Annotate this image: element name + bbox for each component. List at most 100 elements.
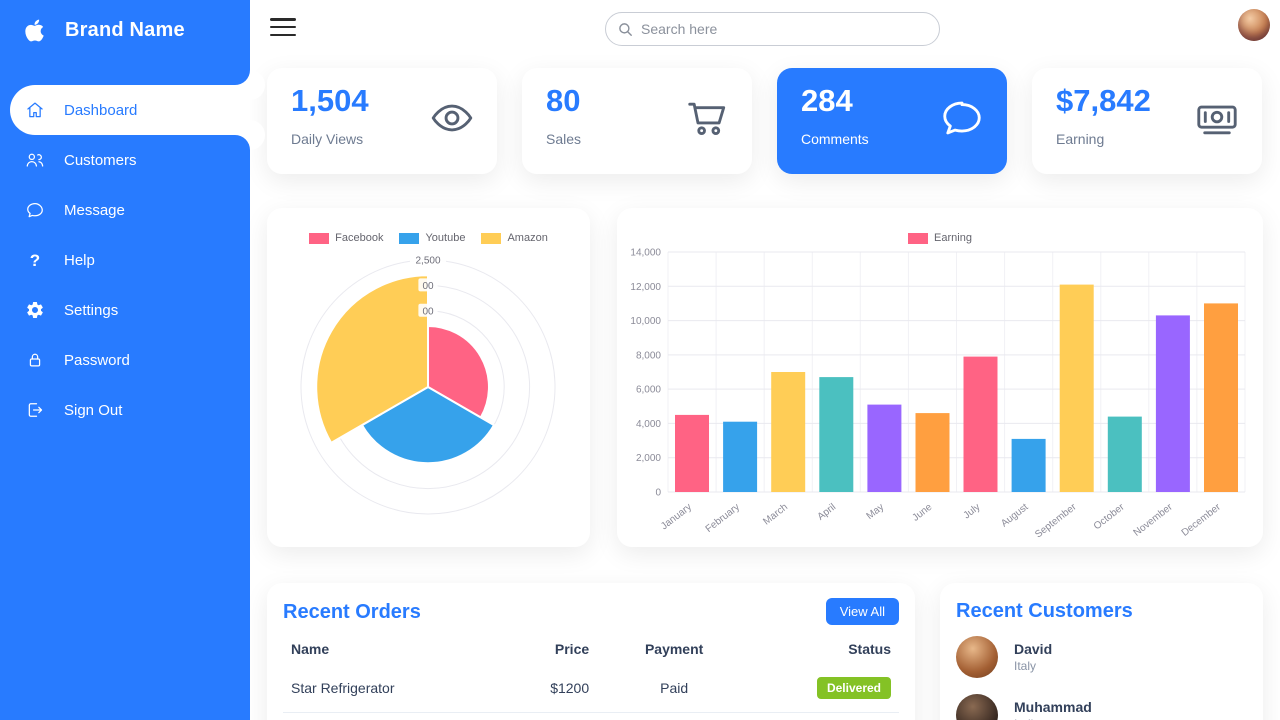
legend-swatch — [908, 232, 929, 244]
comments-icon — [939, 95, 985, 141]
daily-views-label: Daily Views — [291, 131, 364, 147]
svg-text:2,500: 2,500 — [415, 256, 440, 267]
earning-bar-chart-card: Earning 0 2,000 4,000 6,000 8,000 10,000 12,00… — [617, 208, 1263, 547]
legend-label: Amazon — [507, 232, 548, 244]
recent-orders-card: Recent Orders View All Name Price Paymen… — [267, 583, 915, 720]
sidebar-item-label: Password — [64, 351, 130, 369]
legend-item-amazon[interactable]: Amazon — [481, 232, 548, 244]
sidebar-item-label: Message — [64, 201, 125, 219]
legend-item-earning[interactable]: Earning — [908, 232, 972, 244]
brand[interactable]: Brand Name — [0, 0, 250, 60]
customer-row[interactable]: David Italy — [940, 628, 1263, 686]
help-icon: ? — [29, 250, 41, 270]
legend-swatch — [481, 232, 502, 244]
sidebar-item-password[interactable]: Password — [0, 335, 250, 385]
users-icon — [24, 150, 46, 170]
stat-card-earning[interactable]: $7,842 Earning — [1032, 68, 1262, 174]
sidebar-item-settings[interactable]: Settings — [0, 285, 250, 335]
apple-logo-icon — [24, 18, 45, 43]
recent-customers-title: Recent Customers — [956, 600, 1133, 622]
menu-toggle-icon[interactable] — [270, 18, 296, 37]
sidebar-item-label: Sign Out — [64, 401, 123, 419]
sidebar-item-message[interactable]: Message — [0, 185, 250, 235]
svg-text:2,000: 2,000 — [636, 453, 661, 464]
svg-text:June: June — [910, 501, 934, 523]
legend-item-facebook[interactable]: Facebook — [309, 232, 383, 244]
sidebar-item-label: Dashboard — [64, 101, 138, 119]
sidebar-item-label: Settings — [64, 301, 119, 319]
legend-label: Facebook — [335, 232, 384, 244]
recent-customers-header: Recent Customers — [940, 583, 1263, 624]
stat-card-sales[interactable]: 80 Sales — [522, 68, 752, 174]
polar-area-chart: 2,500 00 00 — [300, 253, 556, 515]
customer-name: Muhammad — [1014, 699, 1092, 715]
column-header-status: Status — [848, 641, 891, 657]
comments-label: Comments — [801, 131, 869, 147]
gear-icon — [24, 300, 46, 320]
svg-text:May: May — [865, 502, 887, 522]
sidebar-item-customers[interactable]: Customers — [0, 135, 250, 185]
sidebar-item-sign-out[interactable]: Sign Out — [0, 385, 250, 435]
search-input[interactable] — [641, 21, 927, 37]
eye-icon — [429, 95, 475, 141]
svg-text:00: 00 — [422, 306, 434, 317]
sidebar-item-help[interactable]: ? Help — [0, 235, 250, 285]
view-all-button[interactable]: View All — [825, 598, 899, 625]
stat-card-comments[interactable]: 284 Comments — [777, 68, 1007, 174]
search-icon — [619, 22, 632, 36]
stat-card-daily-views[interactable]: 1,504 Daily Views — [267, 68, 497, 174]
traffic-polar-chart-card: Facebook Youtube Amazon 2,500 00 00 — [267, 208, 590, 547]
customer-name: David — [1014, 641, 1053, 657]
svg-text:February: February — [704, 502, 742, 535]
legend-swatch — [399, 232, 420, 244]
order-price: $1200 — [498, 667, 598, 713]
sales-label: Sales — [546, 131, 582, 147]
sidebar-menu: Dashboard Customers Message ? Help — [0, 85, 250, 435]
svg-text:10,000: 10,000 — [630, 316, 661, 327]
comments-value: 284 — [801, 83, 853, 118]
svg-text:8,000: 8,000 — [636, 350, 661, 361]
polar-chart-legend: Facebook Youtube Amazon — [267, 232, 590, 244]
message-icon — [24, 200, 46, 220]
svg-text:12,000: 12,000 — [630, 282, 661, 293]
status-badge: Delivered — [816, 677, 891, 699]
sales-value: 80 — [546, 83, 581, 118]
svg-text:November: November — [1132, 501, 1176, 538]
svg-text:6,000: 6,000 — [636, 385, 661, 396]
svg-text:October: October — [1092, 501, 1127, 532]
sidebar-item-dashboard[interactable]: Dashboard — [10, 85, 250, 135]
home-icon — [24, 100, 46, 120]
order-name: Star Refrigerator — [283, 667, 499, 713]
recent-orders-title: Recent Orders — [283, 600, 421, 623]
sidebar-item-label: Customers — [64, 151, 137, 169]
svg-text:March: March — [761, 502, 790, 528]
order-row[interactable]: Star Refrigerator $1200 Paid Delivered — [283, 667, 899, 713]
customer-avatar — [956, 694, 998, 720]
orders-table-header-row: Name Price Payment Status — [283, 629, 899, 667]
customer-avatar — [956, 636, 998, 678]
earning-value: $7,842 — [1056, 83, 1151, 118]
svg-text:4,000: 4,000 — [636, 419, 661, 430]
svg-text:September: September — [1033, 501, 1079, 540]
cart-icon — [684, 95, 730, 141]
column-header-payment: Payment — [644, 641, 704, 657]
legend-item-youtube[interactable]: Youtube — [399, 232, 465, 244]
legend-label: Youtube — [425, 232, 466, 244]
recent-orders-header: Recent Orders View All — [267, 583, 915, 625]
customer-row[interactable]: Muhammad India — [940, 686, 1263, 720]
earning-label: Earning — [1056, 131, 1105, 147]
svg-text:0: 0 — [655, 488, 661, 499]
daily-views-value: 1,504 — [291, 83, 369, 118]
search-box — [605, 12, 940, 46]
legend-swatch — [309, 232, 330, 244]
bar-chart-legend: Earning — [617, 232, 1263, 244]
lock-icon — [24, 350, 46, 370]
user-avatar[interactable] — [1238, 9, 1270, 41]
recent-customers-card: Recent Customers David Italy Muhammad In… — [940, 583, 1263, 720]
customer-country: India — [1014, 717, 1092, 720]
sidebar-item-label: Help — [64, 251, 95, 269]
svg-text:14,000: 14,000 — [630, 248, 661, 259]
svg-text:August: August — [999, 502, 1030, 530]
sign-out-icon — [24, 400, 46, 420]
